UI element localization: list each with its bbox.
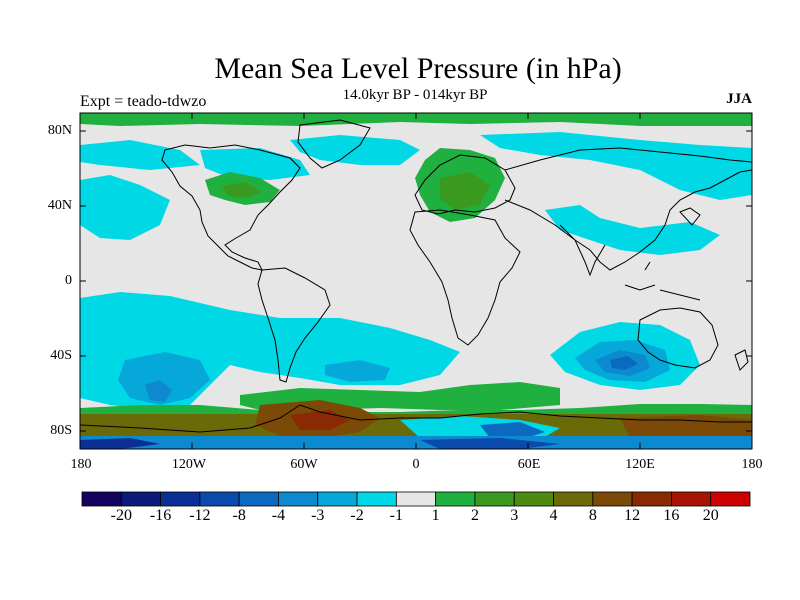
north-pacific-cyan-region: [80, 175, 170, 240]
coast-greenland: [297, 119, 371, 169]
colorbar-label: 20: [702, 507, 719, 524]
x-tick-label: 180: [741, 457, 763, 472]
colorbar-swatch: [553, 491, 594, 507]
antarctica-deep-blue-patch: [420, 438, 560, 449]
coast-new-zealand: [734, 349, 749, 371]
coast-se-asia: [624, 261, 701, 301]
south-pacific-deep-blue-region: [145, 380, 172, 402]
antarctica-blue-band: [80, 436, 752, 449]
coast-australia: [637, 307, 719, 369]
experiment-label: Expt = teado-tdwzo: [80, 93, 207, 110]
colorbar-swatch: [592, 491, 633, 507]
colorbar-swatch: [278, 491, 319, 507]
colorbar-label: 1: [431, 507, 440, 524]
map-subtitle: 14.0kyr BP - 014kyr BP: [342, 87, 488, 103]
y-tick-label: 40S: [50, 348, 72, 363]
north-atlantic-cyan-region: [290, 135, 420, 165]
y-tick-label: 0: [65, 273, 72, 288]
colorbar-label: 2: [470, 507, 479, 524]
axis-ticks: [79, 113, 753, 449]
colorbar-label: 12: [624, 507, 641, 524]
west-pacific-cyan-region: [545, 205, 720, 255]
coast-africa: [409, 209, 521, 346]
colorbar-swatch: [81, 491, 122, 507]
map-plot-area: [80, 113, 752, 449]
colorbar-label: 3: [510, 507, 519, 524]
colorbar-swatch: [671, 491, 712, 507]
antarctica-deep-blue-patch: [80, 438, 160, 449]
colorbar-label: -8: [232, 507, 246, 524]
colorbar-swatch: [317, 491, 358, 507]
x-tick-label: 60E: [517, 457, 541, 472]
coast-south-america: [257, 267, 331, 383]
map-title: Mean Sea Level Pressure (in hPa): [214, 52, 622, 85]
colorbar-label: -16: [149, 507, 172, 524]
colorbar: [81, 491, 751, 507]
coast-north-america: [161, 144, 301, 271]
x-tick-label: 180: [70, 457, 92, 472]
colorbar-swatch: [474, 491, 515, 507]
coast-japan: [679, 207, 701, 226]
x-tick-label: 0: [412, 457, 420, 472]
colorbar-label: 16: [663, 507, 680, 524]
colorbar-swatch: [710, 491, 751, 507]
colorbar-swatch: [199, 491, 240, 507]
colorbar-label: -20: [110, 507, 132, 524]
x-tick-label: 120W: [171, 457, 207, 472]
colorbar-swatch: [238, 491, 279, 507]
coast-india: [559, 224, 606, 277]
colorbar-label: 4: [549, 507, 558, 524]
y-tick-label: 40N: [47, 198, 72, 213]
siberia-cyan-region: [480, 132, 752, 200]
coast-antarctica: [80, 404, 752, 433]
y-tick-label: 80N: [47, 123, 72, 138]
indian-ocean-deep-blue-region: [610, 356, 638, 370]
coast-europe: [414, 154, 516, 215]
colorbar-label: -2: [350, 507, 364, 524]
north-pacific-cyan-region: [80, 140, 200, 170]
colorbar-swatch: [435, 491, 476, 507]
x-tick-label: 120E: [625, 457, 655, 472]
europe-dark-green-region: [440, 172, 490, 210]
south-pacific-blue-region: [118, 352, 210, 405]
x-tick-label: 60W: [290, 457, 318, 472]
colorbar-swatch: [160, 491, 201, 507]
colorbar-label: 8: [588, 507, 597, 524]
y-tick-label: 80S: [50, 423, 72, 438]
colorbar-swatch: [356, 491, 397, 507]
coastlines: [80, 119, 752, 433]
colorbar-label: -3: [311, 507, 325, 524]
north-america-dark-green-region: [222, 182, 262, 198]
colorbar-label: -1: [389, 507, 403, 524]
season-label: JJA: [726, 91, 752, 107]
antarctica-blue-patch: [480, 422, 545, 440]
south-atlantic-blue-region: [325, 360, 390, 382]
colorbar-label: -4: [271, 507, 286, 524]
colorbar-label: -12: [189, 507, 211, 524]
colorbar-swatch: [120, 491, 161, 507]
colorbar-swatch: [513, 491, 554, 507]
arctic-green-region: [80, 113, 752, 126]
colorbar-swatch: [631, 491, 672, 507]
colorbar-swatch: [395, 491, 437, 507]
coast-asia: [504, 147, 752, 271]
